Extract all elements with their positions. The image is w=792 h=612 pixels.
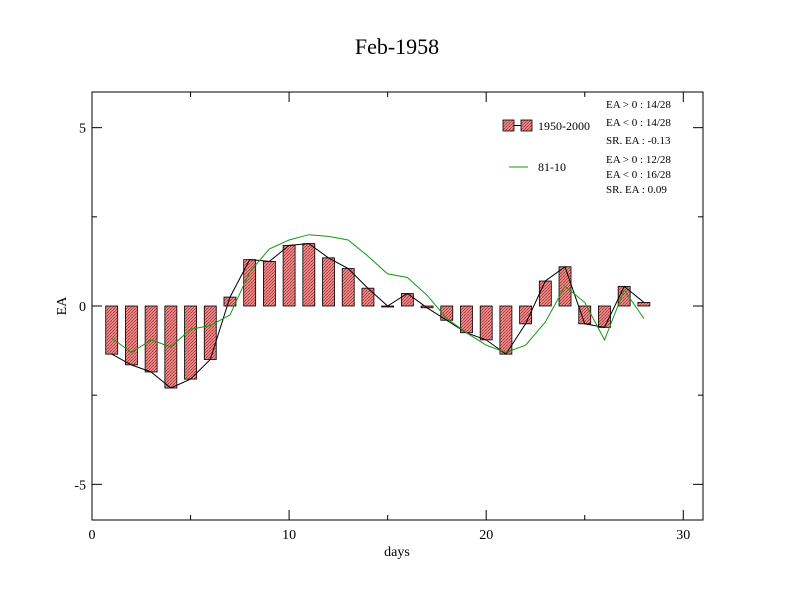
- bar: [400, 293, 414, 307]
- stat-8110-negative: EA < 0 : 16/28: [606, 169, 671, 181]
- bar: [282, 244, 296, 307]
- x-tick-label: 10: [282, 528, 296, 543]
- bar: [341, 268, 355, 307]
- y-tick-label: 5: [79, 122, 86, 137]
- bar: [538, 280, 552, 307]
- line-1950-2000: [111, 243, 645, 389]
- bar: [184, 305, 197, 380]
- stat-1950-negative: EA < 0 : 14/28: [606, 117, 671, 129]
- bar: [203, 305, 217, 360]
- y-tick-label: 0: [79, 300, 86, 315]
- bar: [105, 305, 119, 355]
- bar: [479, 305, 493, 341]
- y-axis-label: EA: [55, 296, 70, 316]
- bar: [578, 305, 592, 325]
- y-tick-label: -5: [74, 478, 86, 493]
- bar: [144, 305, 158, 373]
- stat-1950-positive: EA > 0 : 14/28: [606, 99, 671, 111]
- x-tick-label: 20: [479, 528, 493, 543]
- bar: [302, 243, 316, 307]
- line-81-10: [111, 234, 645, 354]
- bar: [125, 305, 138, 366]
- chart-title: Feb-1958: [355, 34, 439, 59]
- y-axis-ticks: -5 0 5: [74, 122, 703, 493]
- bar: [262, 261, 276, 307]
- stat-8110-positive: EA > 0 : 12/28: [606, 154, 671, 166]
- legend: 1950-2000 81-10 EA > 0 : 14/28 EA < 0 : …: [502, 99, 671, 196]
- line-series: [111, 234, 645, 389]
- bar: [322, 257, 335, 307]
- bar: [637, 302, 651, 307]
- legend-label-81-10: 81-10: [538, 160, 566, 174]
- stat-8110-sr: SR. EA : 0.09: [606, 184, 667, 196]
- legend-swatch-1950-2000-b: [520, 119, 533, 132]
- legend-swatch-1950-2000: [502, 119, 515, 132]
- legend-label-1950-2000: 1950-2000: [538, 119, 590, 133]
- x-tick-label: 30: [676, 528, 690, 543]
- x-axis-ticks: 0 10 20 30: [89, 92, 690, 543]
- bar: [598, 305, 611, 328]
- bar: [460, 305, 473, 334]
- x-axis-label: days: [384, 545, 410, 560]
- stat-1950-sr: SR. EA : -0.13: [606, 135, 671, 147]
- bar: [361, 287, 375, 307]
- x-tick-label: 0: [89, 528, 96, 543]
